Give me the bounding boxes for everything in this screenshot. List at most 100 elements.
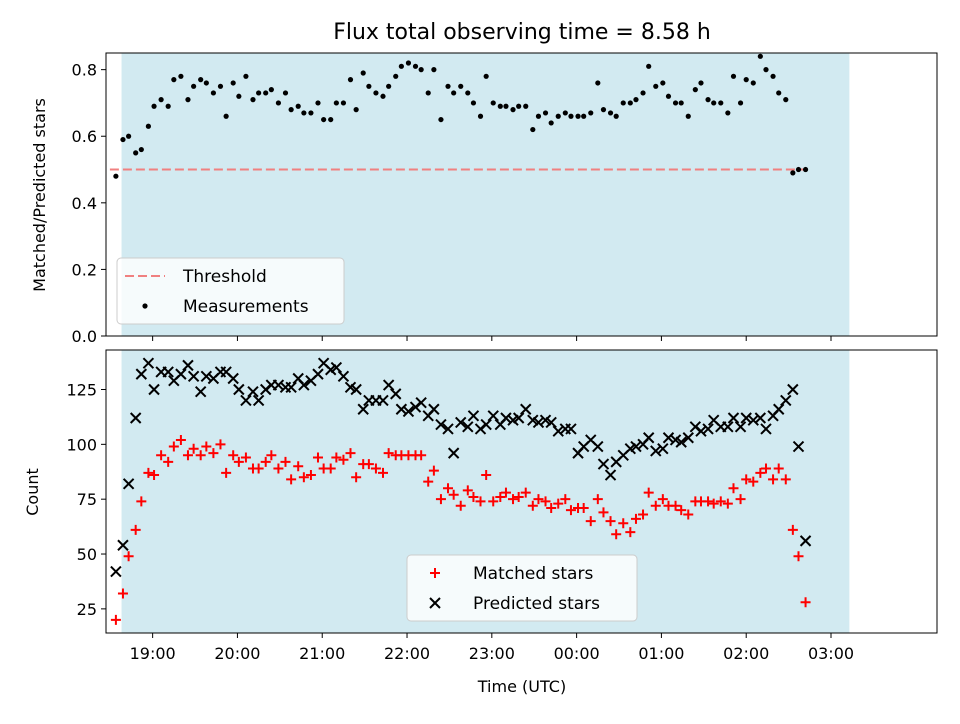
measurement-point — [516, 103, 522, 109]
measurement-point — [178, 73, 184, 79]
y-tick-label: 50 — [77, 545, 97, 564]
matched-stars-point — [462, 485, 473, 496]
matched-stars-point — [683, 509, 694, 520]
measurement-point — [542, 110, 549, 116]
predicted-stars-point — [182, 359, 194, 372]
axes-frame — [105, 349, 938, 634]
matched-stars-point — [312, 452, 323, 463]
bottom-panel: 25 50 75 100 125 19:00 20:00 21:00 22:00 23:00 00:… — [66, 349, 938, 663]
predicted-stars-point — [162, 366, 174, 378]
matched-stars-point — [208, 448, 219, 459]
matched-stars-point — [755, 467, 766, 478]
measurement-point — [288, 107, 294, 113]
matched-stars-point — [703, 496, 714, 507]
measurement-point — [165, 103, 171, 109]
predicted-stars-point — [135, 368, 148, 380]
matched-stars-point — [423, 476, 434, 487]
matched-stars-point — [508, 494, 519, 505]
matched-stars-point — [117, 588, 128, 599]
matched-stars-point — [728, 483, 739, 494]
predicted-stars-point — [247, 385, 259, 398]
measurement-point — [250, 97, 256, 103]
predicted-stars-point — [233, 383, 245, 396]
predicted-stars-point — [415, 396, 427, 409]
measurement-point — [412, 63, 419, 69]
measurement-point — [698, 80, 704, 86]
matched-stars-point — [201, 441, 212, 452]
matched-stars-point — [638, 509, 649, 520]
measurement-point — [633, 97, 639, 103]
measurement-point — [223, 113, 229, 119]
predicted-stars-point — [117, 539, 129, 551]
matched-stars-point — [123, 551, 134, 562]
y-tick-label: 0.4 — [72, 194, 97, 213]
measurement-point — [783, 97, 789, 103]
measurement-point — [737, 100, 744, 106]
measurement-point — [660, 80, 666, 86]
measurement-point — [373, 90, 379, 96]
x-tick-label: 20:00 — [214, 644, 260, 663]
predicted-stars-point — [142, 357, 155, 369]
predicted-stars-point — [545, 416, 557, 429]
predicted-stars-point — [240, 394, 252, 407]
x-tick-label: 00:00 — [554, 644, 600, 663]
measurement-point — [398, 63, 404, 69]
matched-stars-point — [195, 450, 206, 461]
measurement-point — [243, 73, 249, 79]
matched-stars-point — [780, 474, 791, 485]
y-tick-label: 0.6 — [72, 127, 97, 146]
predicted-stars-point — [390, 388, 402, 400]
predicted-stars-point — [447, 447, 460, 459]
matched-stars-point — [768, 474, 779, 485]
measurement-point — [757, 53, 763, 59]
predicted-stars-point — [382, 379, 395, 391]
matched-stars-point — [520, 487, 531, 498]
series-predicted-stars — [110, 357, 812, 578]
predicted-stars-point — [350, 383, 362, 396]
matched-stars-point — [787, 524, 798, 535]
legend-predicted-label: Predicted stars — [473, 594, 600, 614]
measurement-point — [705, 97, 711, 103]
predicted-stars-point — [592, 440, 604, 453]
predicted-stars-point — [727, 412, 740, 424]
matched-stars-point — [540, 496, 551, 507]
matched-stars-point — [773, 463, 784, 474]
measurement-point — [692, 87, 698, 93]
measurement-point — [425, 90, 431, 96]
measurement-point — [627, 100, 633, 106]
matched-stars-point — [500, 487, 511, 498]
measurement-point — [581, 113, 587, 119]
matched-stars-point — [168, 441, 179, 452]
measurement-point — [347, 77, 354, 83]
measurement-point — [360, 70, 366, 76]
matched-stars-point — [293, 461, 304, 472]
measurement-point — [685, 113, 691, 119]
matched-stars-point — [448, 489, 459, 500]
legend-threshold-label: Threshold — [182, 267, 267, 287]
series-measurements — [113, 53, 809, 179]
measurement-point — [275, 100, 282, 106]
matched-stars-point — [351, 472, 362, 483]
measurement-point — [145, 123, 151, 129]
measurement-point — [230, 80, 236, 86]
matched-stars-point — [215, 439, 226, 450]
predicted-stars-point — [330, 361, 343, 374]
x-tick-label: 02:00 — [723, 644, 769, 663]
measurement-point — [451, 90, 457, 96]
measurement-point — [315, 100, 321, 106]
measurement-point — [353, 107, 359, 113]
matched-stars-point — [560, 494, 571, 505]
predicted-stars-point — [734, 421, 747, 433]
predicted-stars-point — [298, 379, 310, 391]
predicted-stars-point — [194, 385, 207, 398]
matched-stars-point — [110, 614, 121, 625]
predicted-stars-point — [662, 432, 675, 444]
measurement-point — [575, 113, 581, 119]
x-tick-label: 19:00 — [130, 644, 176, 663]
measurement-point — [438, 116, 444, 123]
predicted-stars-point — [200, 370, 213, 383]
matched-stars-point — [708, 498, 719, 509]
measurement-point — [431, 67, 437, 73]
y-tick-label: 100 — [66, 435, 97, 454]
